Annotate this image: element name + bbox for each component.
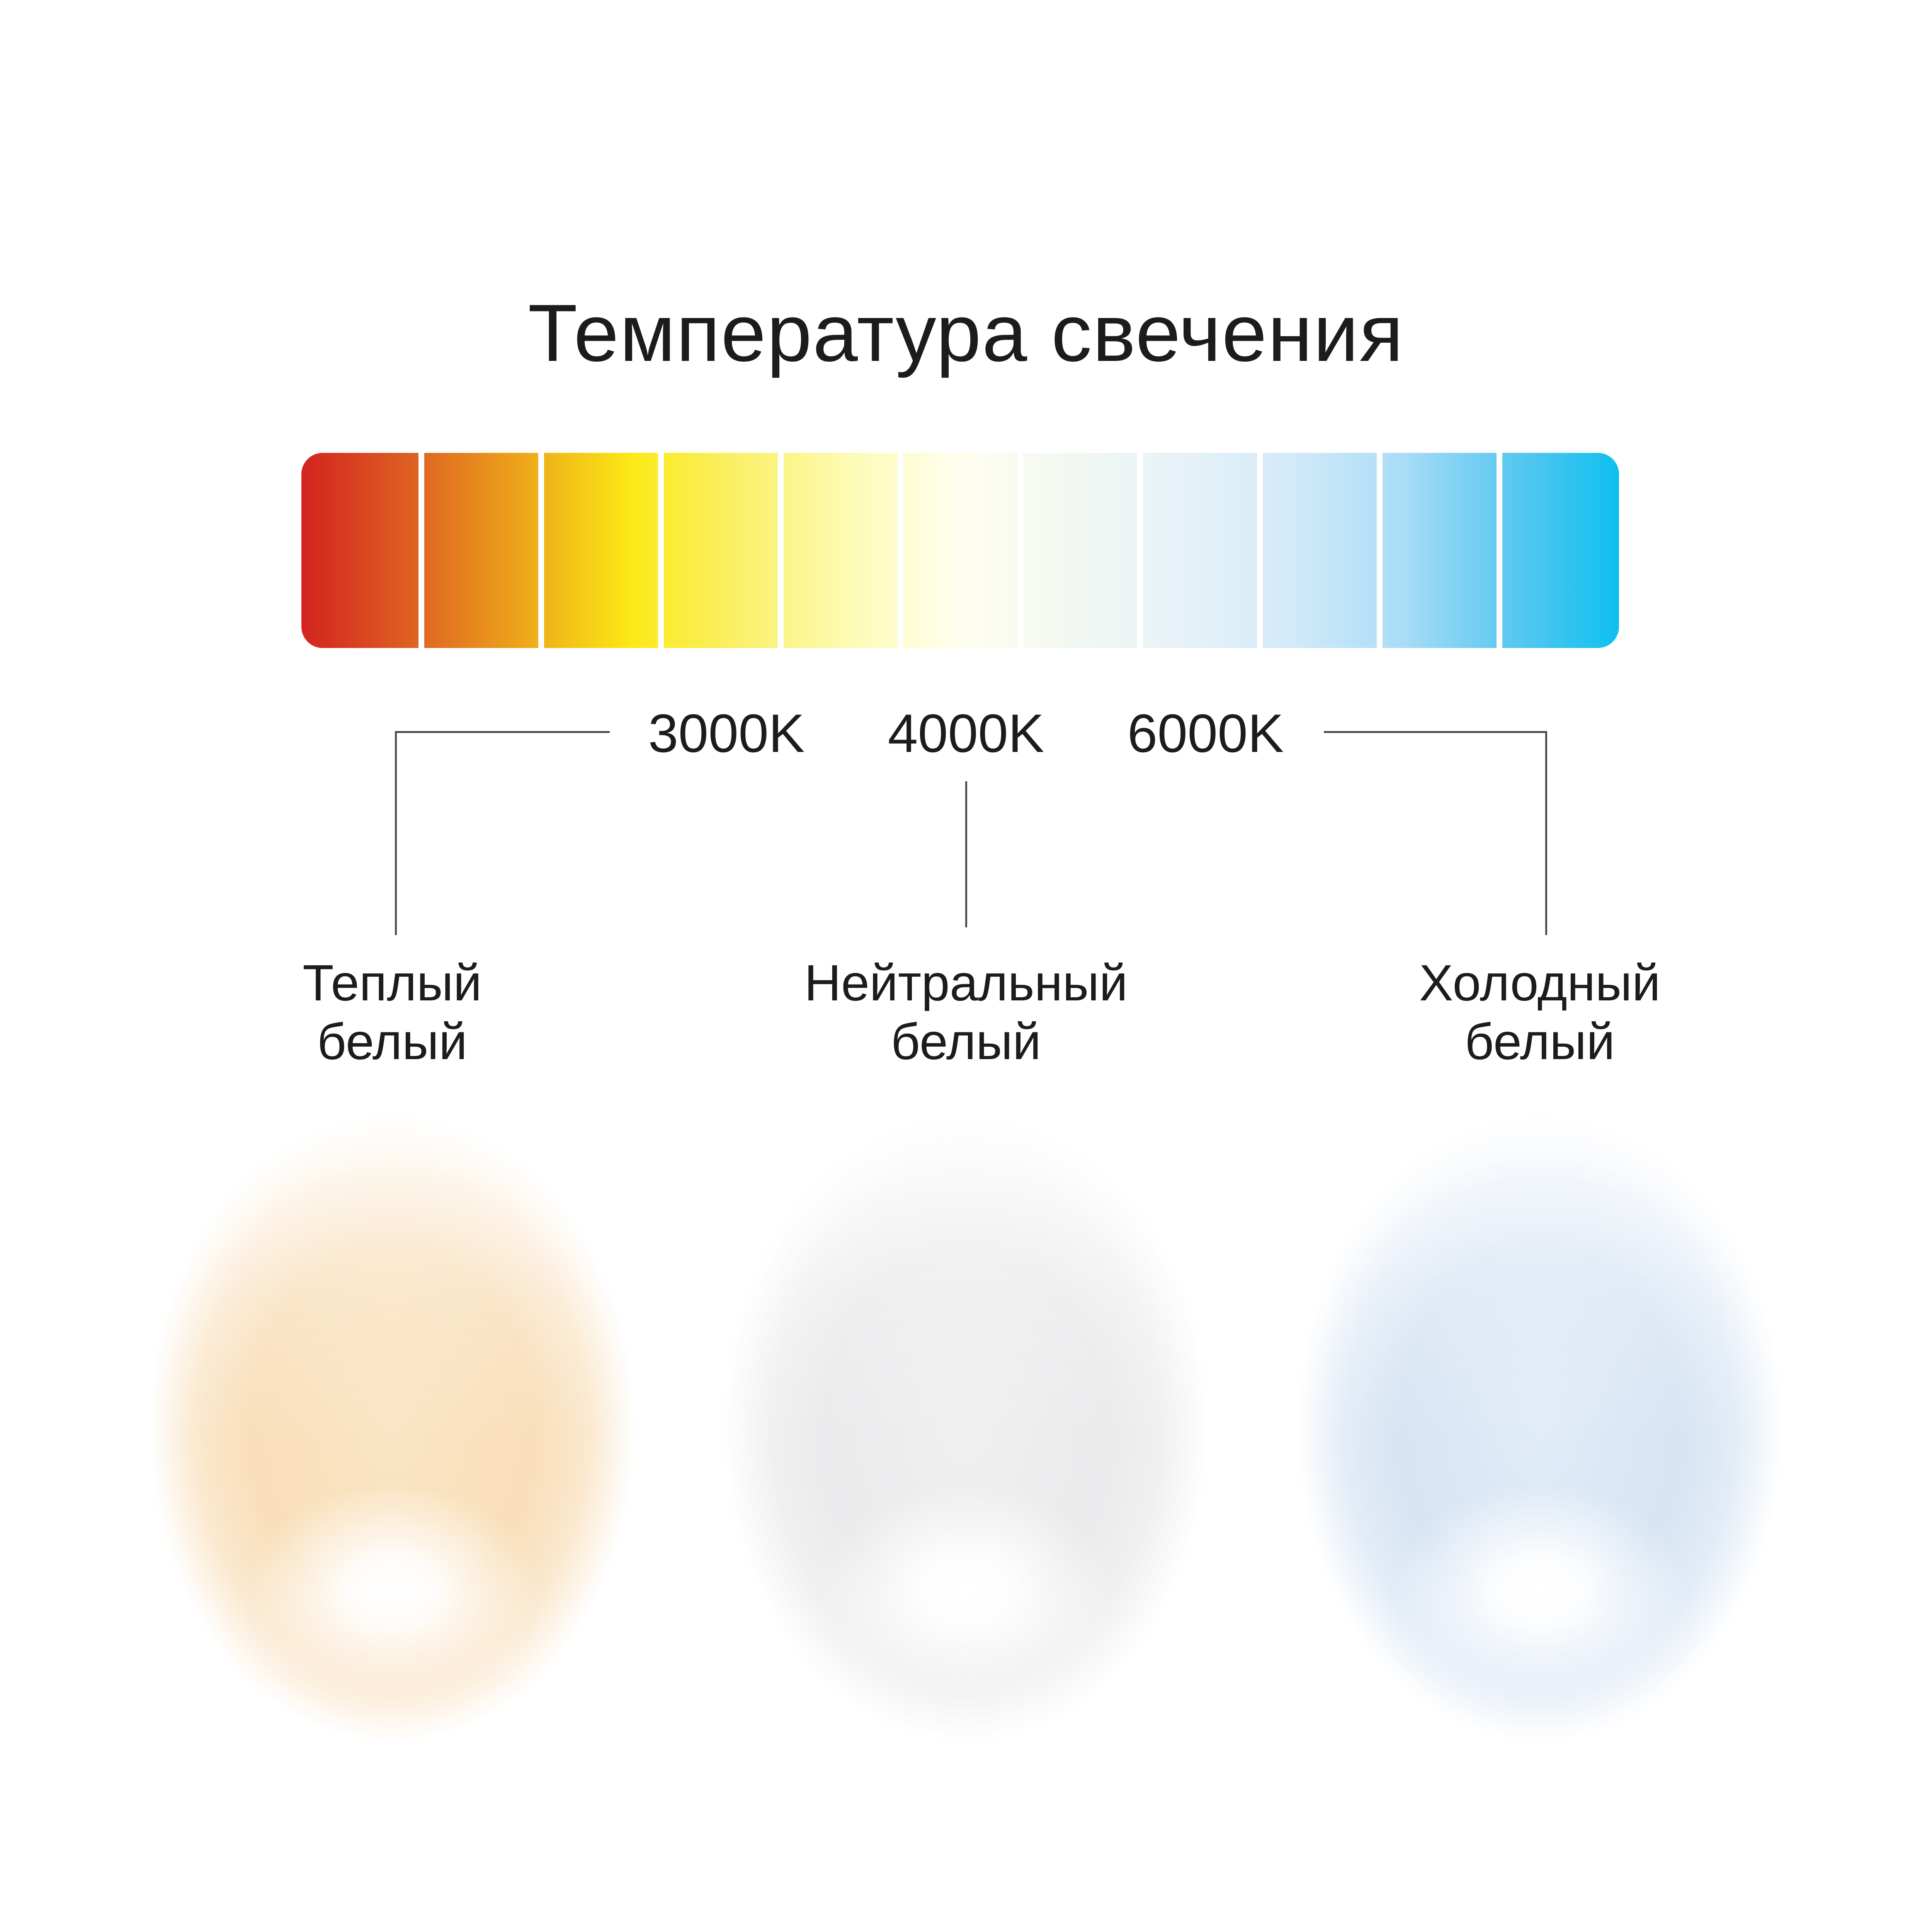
bar-segment-divider (898, 453, 903, 648)
category-label-line: Холодный (1419, 954, 1661, 1011)
tick-label-4000k: 4000K (888, 703, 1044, 764)
bar-segment-divider (1497, 453, 1502, 648)
category-label-line: белый (1464, 1013, 1615, 1070)
category-label-line: белый (891, 1013, 1041, 1070)
connector-cold-vertical (1545, 731, 1547, 935)
category-label-line: Теплый (303, 954, 482, 1011)
bar-segment-divider (1257, 453, 1263, 648)
glow-neutral-white (723, 1113, 1209, 1743)
bar-segment-divider (778, 453, 784, 648)
bar-segment-divider (538, 453, 544, 648)
bar-segment-divider (1017, 453, 1023, 648)
tick-label-3000k: 3000K (648, 703, 805, 764)
category-label-line: белый (317, 1013, 468, 1070)
bar-segment-divider (1137, 453, 1143, 648)
tick-label-6000k: 6000K (1127, 703, 1284, 764)
category-label-cold-white: Холодный белый (1269, 954, 1810, 1071)
connector-warm-vertical (395, 731, 397, 935)
bar-segment-divider (418, 453, 424, 648)
temperature-scale-bar (301, 453, 1619, 648)
category-label-neutral-white: Нейтральный белый (696, 954, 1236, 1071)
category-label-warm-white: Теплый белый (122, 954, 663, 1071)
bar-segment-divider (658, 453, 664, 648)
connector-warm-horizontal (395, 731, 610, 733)
connector-cold-horizontal (1324, 731, 1547, 733)
bar-segment-divider (1377, 453, 1383, 648)
glow-cold-white (1296, 1113, 1783, 1743)
category-label-line: Нейтральный (804, 954, 1128, 1011)
connector-neutral-vertical (965, 781, 967, 927)
glow-warm-white (149, 1113, 636, 1743)
page-title: Температура свечения (528, 287, 1404, 378)
